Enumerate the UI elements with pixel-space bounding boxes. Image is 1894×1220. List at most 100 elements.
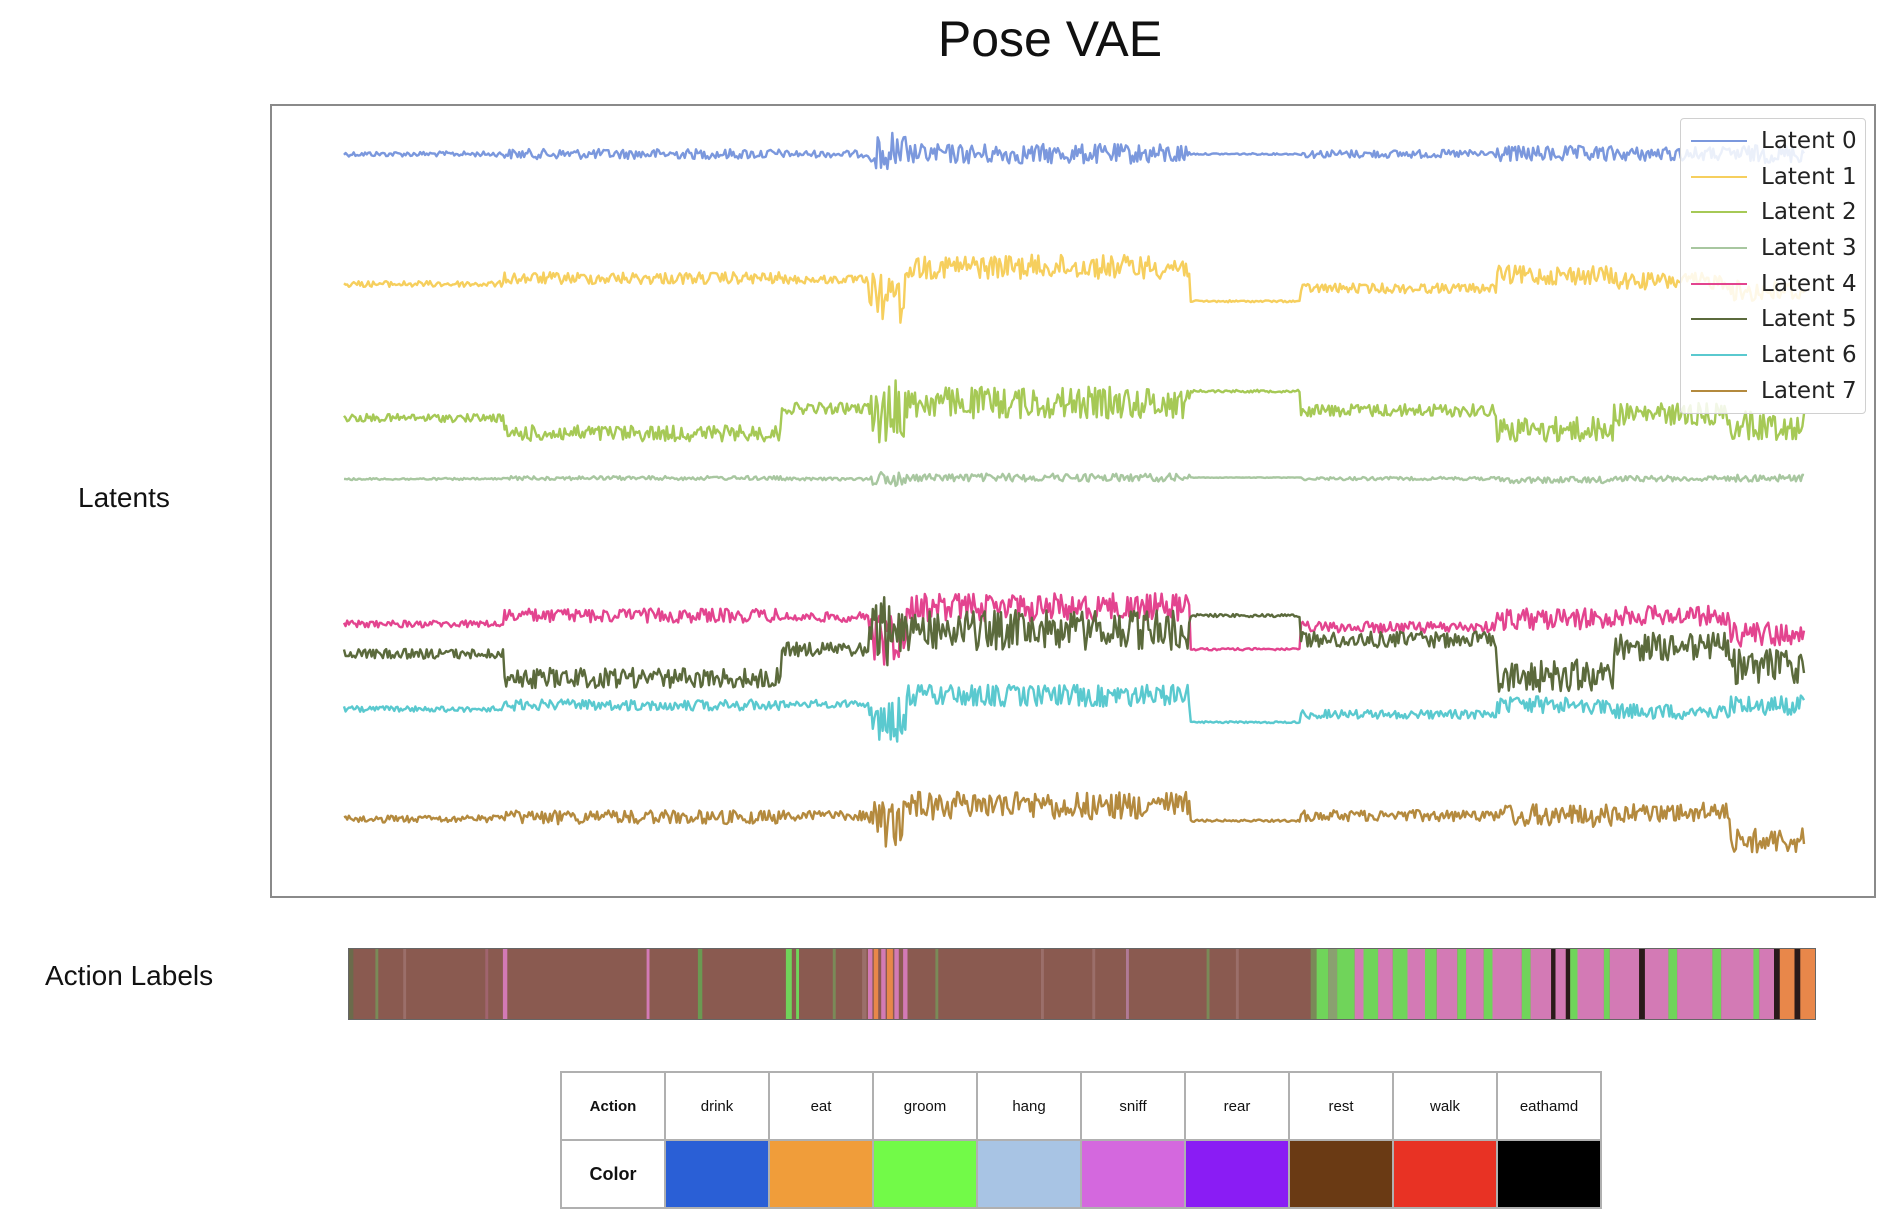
action-segment	[862, 949, 867, 1019]
action-segment	[785, 949, 792, 1019]
action-segment	[502, 949, 508, 1019]
action-segment	[1721, 949, 1754, 1019]
action-segment	[1092, 949, 1096, 1019]
latents-chart-svg	[342, 131, 1806, 854]
legend-entry: Latent 1	[1681, 159, 1865, 195]
action-color-cell	[664, 1139, 770, 1209]
legend-entry: Latent 6	[1681, 337, 1865, 373]
latent-trace-7	[343, 790, 1806, 854]
action-color-swatch	[978, 1141, 1080, 1207]
action-segment	[873, 949, 879, 1019]
action-segment	[1354, 949, 1364, 1019]
action-segment	[1677, 949, 1713, 1019]
action-name-cell: walk	[1392, 1071, 1498, 1141]
action-segment	[1363, 949, 1379, 1019]
action-segment	[1668, 949, 1678, 1019]
legend-label: Latent 3	[1761, 234, 1857, 261]
latent-trace-0	[343, 131, 1806, 171]
action-segment	[349, 949, 354, 1019]
legend-label: Latent 1	[1761, 163, 1857, 190]
legend-line-swatch	[1691, 318, 1747, 321]
legend-label: Latent 4	[1761, 270, 1857, 297]
legend-entry: Latent 3	[1681, 230, 1865, 266]
legend-line-swatch	[1691, 353, 1747, 356]
action-segment	[1577, 949, 1604, 1019]
action-color-swatch	[1290, 1141, 1392, 1207]
action-segment	[1328, 949, 1338, 1019]
action-segment	[1774, 949, 1780, 1019]
latent-trace-5	[342, 596, 1806, 693]
action-color-cell	[1496, 1139, 1602, 1209]
legend-entry: Latent 4	[1681, 266, 1865, 302]
action-segment	[1235, 949, 1239, 1019]
action-segment	[1779, 949, 1795, 1019]
action-color-swatch	[666, 1141, 768, 1207]
action-segment	[1436, 949, 1458, 1019]
action-segment	[894, 949, 899, 1019]
action-segment	[1565, 949, 1571, 1019]
legend-label: Latent 0	[1761, 127, 1857, 154]
action-color-cell	[1392, 1139, 1498, 1209]
legend-entry: Latent 5	[1681, 301, 1865, 337]
action-color-swatch	[874, 1141, 976, 1207]
legend-line-swatch	[1691, 282, 1747, 285]
color-header-cell: Color	[560, 1139, 666, 1209]
action-segment	[1041, 949, 1044, 1019]
action-segment	[887, 949, 893, 1019]
action-segment	[1603, 949, 1610, 1019]
action-segment	[485, 949, 489, 1019]
action-segment	[1639, 949, 1645, 1019]
action-segment	[1555, 949, 1566, 1019]
legend-line-swatch	[1691, 246, 1747, 249]
action-name-cell: rear	[1184, 1071, 1290, 1141]
action-color-cell	[872, 1139, 978, 1209]
action-segment	[1337, 949, 1355, 1019]
action-segment	[646, 949, 650, 1019]
legend-line-swatch	[1691, 211, 1747, 214]
action-color-key-table: Action drink eat groom hang sniff rear rest wal…	[560, 1071, 1602, 1209]
legend-label: Latent 7	[1761, 377, 1857, 404]
action-segment	[1466, 949, 1484, 1019]
latents-plot: Latent 0 Latent 1 Latent 2 Latent 3 Latent 4…	[270, 104, 1876, 898]
legend-entry: Latent 0	[1681, 123, 1865, 159]
action-segment	[1530, 949, 1552, 1019]
action-segment	[1759, 949, 1774, 1019]
legend-entry: Latent 7	[1681, 373, 1865, 409]
action-name-cell: eat	[768, 1071, 874, 1141]
action-labels-row-label: Action Labels	[45, 960, 214, 991]
latent-trace-6	[342, 683, 1806, 743]
latent-trace-4	[342, 592, 1806, 666]
action-segment	[1316, 949, 1329, 1019]
action-segment	[868, 949, 873, 1019]
action-segment	[1644, 949, 1669, 1019]
action-labels-ethogram	[349, 949, 1815, 1019]
action-segment	[1310, 949, 1317, 1019]
action-color-swatch	[1186, 1141, 1288, 1207]
action-color-cell	[1288, 1139, 1394, 1209]
action-color-swatch	[1394, 1141, 1496, 1207]
action-color-swatch	[1498, 1141, 1600, 1207]
latents-row-label: Latents	[78, 482, 170, 513]
action-color-swatch	[770, 1141, 872, 1207]
action-segment	[697, 949, 703, 1019]
action-segment	[1126, 949, 1129, 1019]
legend-label: Latent 6	[1761, 341, 1857, 368]
action-segment	[403, 949, 407, 1019]
action-segment	[1425, 949, 1437, 1019]
action-segment	[881, 949, 886, 1019]
action-color-swatch	[1082, 1141, 1184, 1207]
action-name-cell: rest	[1288, 1071, 1394, 1141]
page-title: Pose VAE	[937, 11, 1163, 67]
latents-legend: Latent 0 Latent 1 Latent 2 Latent 3 Latent 4…	[1680, 118, 1866, 414]
legend-line-swatch	[1691, 389, 1747, 392]
action-segment	[1800, 949, 1815, 1019]
action-color-cell	[976, 1139, 1082, 1209]
action-segment	[1457, 949, 1467, 1019]
action-name-cell: sniff	[1080, 1071, 1186, 1141]
legend-line-swatch	[1691, 139, 1747, 142]
latent-trace-1	[343, 253, 1806, 324]
action-segment	[935, 949, 939, 1019]
action-segment	[1407, 949, 1426, 1019]
legend-label: Latent 5	[1761, 306, 1857, 333]
action-color-cell	[1184, 1139, 1290, 1209]
